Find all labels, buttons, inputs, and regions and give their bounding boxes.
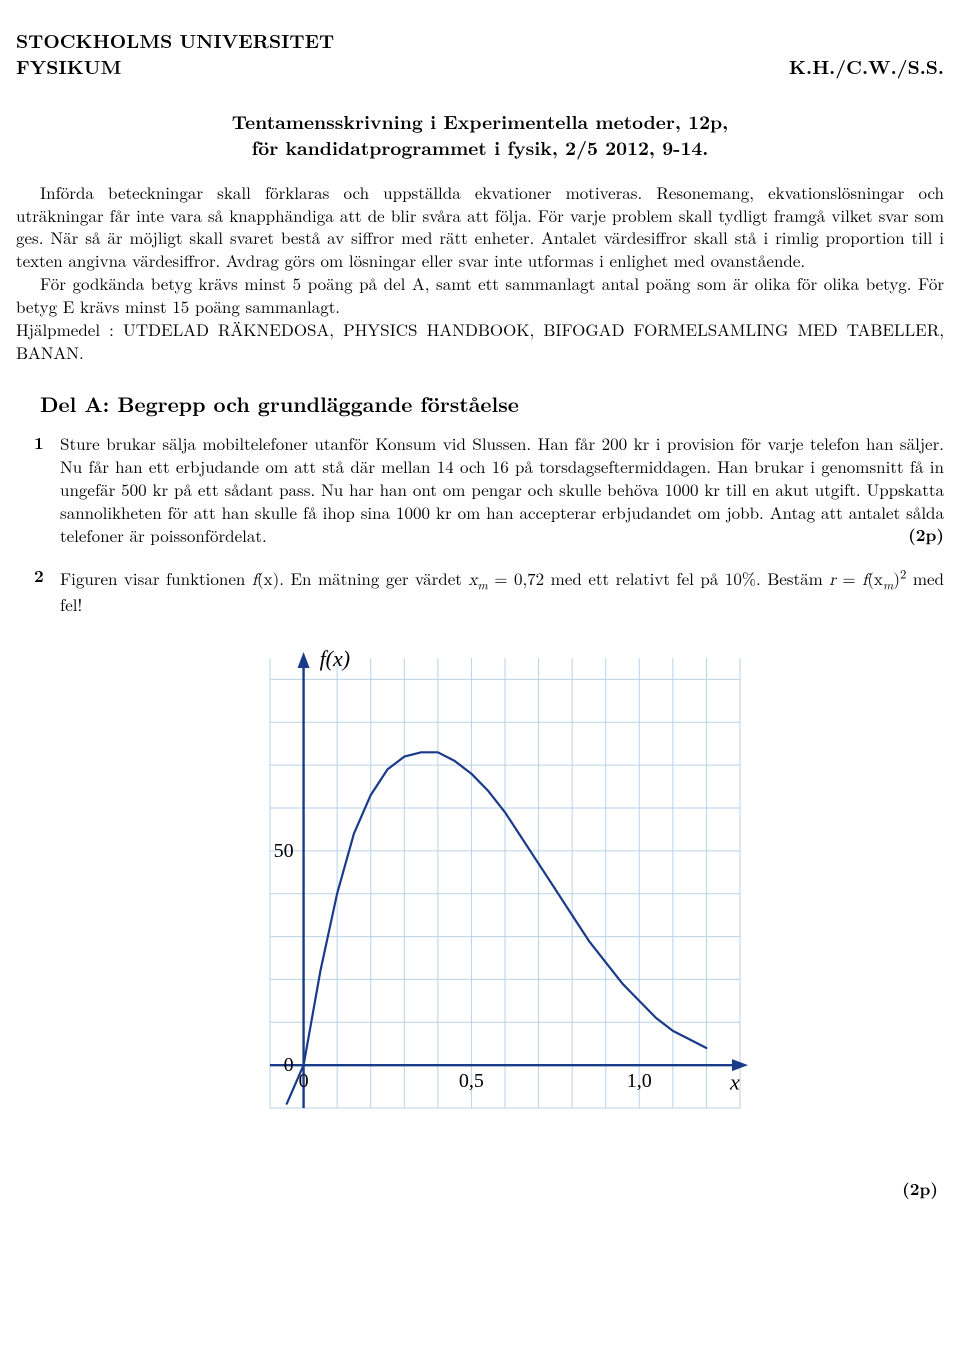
chart-svg: 0 0,5 1,0 0 50 f(x) x [200, 638, 760, 1158]
problem-2-text: Figuren visar funktionen f(x). En mätnin… [60, 566, 944, 617]
problem-2-number: 2 [34, 565, 44, 588]
problem-1-points: (2p) [908, 524, 944, 547]
problem-list: 1 Sture brukar sälja mobiltelefoner utan… [16, 432, 944, 616]
svg-text:x: x [729, 1070, 740, 1095]
document-header: STOCKHOLMS UNIVERSITET FYSIKUM K.H./C.W.… [16, 28, 944, 79]
instructions-p1: Införda beteckningar skall förklaras och… [16, 181, 944, 273]
problem-2-points: (2p) [16, 1178, 944, 1201]
title-line-1: Tentamensskrivning i Experimentella meto… [16, 109, 944, 135]
svg-text:0: 0 [299, 1070, 309, 1092]
svg-text:1,0: 1,0 [627, 1070, 652, 1092]
instructions-p3: Hjälpmedel : UTDELAD RÄKNEDOSA, PHYSICS … [16, 318, 944, 364]
problem-2: 2 Figuren visar funktionen f(x). En mätn… [40, 565, 944, 616]
svg-text:f(x): f(x) [320, 646, 351, 671]
problem-1-text: Sture brukar sälja mobiltelefoner utanfö… [60, 431, 944, 547]
header-left: STOCKHOLMS UNIVERSITET FYSIKUM [16, 28, 334, 79]
header-authors: K.H./C.W./S.S. [789, 54, 944, 80]
title-line-2: för kandidatprogrammet i fysik, 2/5 2012… [16, 135, 944, 161]
instructions-p2: För godkända betyg krävs minst 5 poäng p… [16, 272, 944, 318]
section-a-heading: Del A: Begrepp och grundläggande förståe… [40, 390, 944, 418]
svg-text:0: 0 [284, 1054, 294, 1076]
svg-text:0,5: 0,5 [459, 1070, 484, 1092]
university-name: STOCKHOLMS UNIVERSITET [16, 28, 334, 54]
department-name: FYSIKUM [16, 54, 334, 80]
problem-1-number: 1 [34, 432, 44, 455]
function-chart: 0 0,5 1,0 0 50 f(x) x [200, 638, 760, 1158]
exam-title: Tentamensskrivning i Experimentella meto… [16, 109, 944, 160]
problem-1: 1 Sture brukar sälja mobiltelefoner utan… [40, 432, 944, 547]
svg-text:50: 50 [274, 840, 294, 862]
